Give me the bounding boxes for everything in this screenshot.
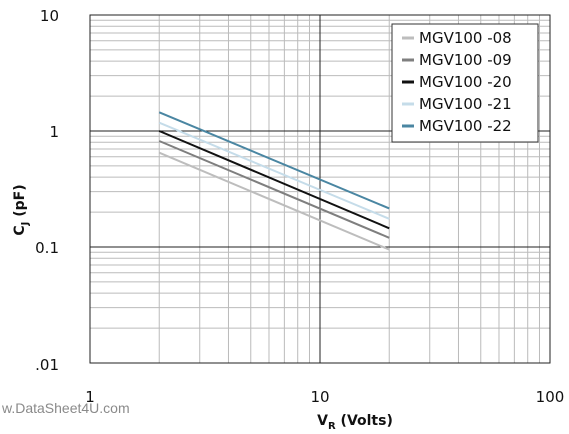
y-tick-.01: .01 [35, 356, 59, 374]
series-line-mgv100-22 [158, 111, 390, 210]
y-tick-10: 10 [40, 7, 59, 25]
x-tick-1: 1 [85, 388, 95, 406]
series-line-mgv100-08 [158, 151, 390, 251]
y-tick-1: 1 [49, 123, 59, 141]
y-axis-title-rest: (pF) [12, 184, 28, 221]
series-layer [158, 111, 390, 251]
y-axis-title-sub: J [20, 222, 31, 227]
legend-label-09: MGV100 -09 [419, 51, 512, 69]
y-axis-title: CJ (pF) [12, 184, 31, 235]
x-axis-title-rest: (Volts) [336, 413, 393, 429]
series-line-mgv100-20 [158, 130, 390, 230]
legend-label-22: MGV100 -22 [419, 117, 512, 135]
legend: MGV100 -08 MGV100 -09 MGV100 -20 MGV100 … [391, 23, 539, 143]
legend-box [391, 23, 539, 143]
legend-label-20: MGV100 -20 [419, 73, 512, 91]
y-tick-0.1: 0.1 [35, 239, 59, 257]
x-tick-100: 100 [536, 388, 565, 406]
series-line-mgv100-09 [158, 140, 390, 239]
series-line-mgv100-21 [158, 121, 390, 220]
x-axis-title: VR (Volts) [317, 413, 393, 432]
legend-label-08: MGV100 -08 [419, 29, 512, 47]
watermark: w.DataSheet4U.com [1, 400, 130, 416]
x-axis-title-main: V [317, 413, 328, 429]
x-axis-title-sub: R [328, 421, 336, 432]
legend-label-21: MGV100 -21 [419, 95, 512, 113]
plot-border [89, 14, 551, 364]
y-axis-title-main: C [12, 225, 28, 235]
x-tick-10: 10 [310, 388, 329, 406]
